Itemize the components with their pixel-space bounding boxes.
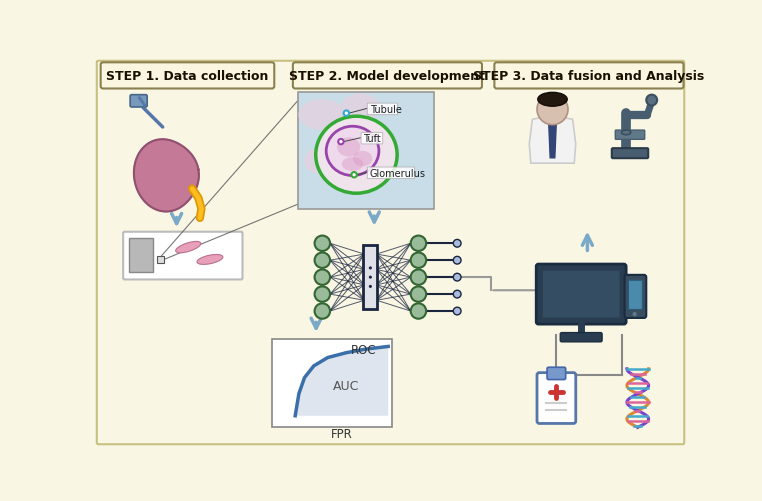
Ellipse shape: [337, 138, 360, 157]
Circle shape: [411, 304, 426, 319]
Circle shape: [369, 267, 372, 270]
FancyBboxPatch shape: [272, 339, 392, 427]
Circle shape: [315, 270, 330, 285]
FancyBboxPatch shape: [612, 149, 648, 159]
Bar: [130, 238, 152, 272]
FancyBboxPatch shape: [130, 96, 147, 108]
FancyBboxPatch shape: [101, 63, 274, 89]
FancyBboxPatch shape: [123, 232, 242, 280]
Circle shape: [632, 312, 637, 317]
Circle shape: [369, 285, 372, 289]
Circle shape: [344, 111, 349, 117]
Circle shape: [537, 95, 568, 125]
Ellipse shape: [326, 127, 379, 176]
Ellipse shape: [622, 131, 631, 135]
Circle shape: [411, 270, 426, 285]
Ellipse shape: [353, 152, 373, 167]
Text: STEP 1. Data collection: STEP 1. Data collection: [106, 70, 269, 83]
Circle shape: [315, 304, 330, 319]
Polygon shape: [134, 140, 199, 212]
FancyBboxPatch shape: [537, 373, 576, 424]
Text: Tuft: Tuft: [363, 134, 381, 144]
Text: Tubule: Tubule: [370, 105, 402, 115]
FancyBboxPatch shape: [560, 333, 602, 342]
FancyBboxPatch shape: [536, 265, 626, 325]
Text: STEP 3. Data fusion and Analysis: STEP 3. Data fusion and Analysis: [473, 70, 705, 83]
Circle shape: [453, 274, 461, 282]
Polygon shape: [549, 122, 556, 158]
Ellipse shape: [315, 117, 397, 194]
Bar: [157, 256, 165, 263]
FancyBboxPatch shape: [543, 271, 620, 318]
FancyBboxPatch shape: [367, 168, 415, 179]
Ellipse shape: [298, 100, 344, 131]
Circle shape: [411, 287, 426, 302]
Circle shape: [453, 240, 461, 247]
Circle shape: [315, 253, 330, 269]
Ellipse shape: [197, 255, 223, 265]
Circle shape: [338, 140, 344, 145]
Text: FPR: FPR: [331, 427, 353, 440]
Ellipse shape: [304, 148, 339, 175]
Ellipse shape: [538, 93, 567, 107]
FancyBboxPatch shape: [298, 92, 434, 209]
Ellipse shape: [354, 137, 397, 171]
Text: AUC: AUC: [333, 380, 360, 393]
Text: Glomerulus: Glomerulus: [370, 168, 426, 178]
Circle shape: [411, 236, 426, 252]
Ellipse shape: [341, 158, 363, 171]
Polygon shape: [295, 347, 388, 416]
Text: TPR: TPR: [276, 372, 289, 394]
Circle shape: [646, 96, 657, 106]
FancyBboxPatch shape: [629, 281, 642, 310]
Circle shape: [315, 236, 330, 252]
Ellipse shape: [341, 94, 379, 121]
FancyBboxPatch shape: [495, 63, 684, 89]
Text: STEP 2. Model development: STEP 2. Model development: [290, 70, 485, 83]
Circle shape: [315, 287, 330, 302]
Circle shape: [411, 253, 426, 269]
FancyBboxPatch shape: [361, 133, 383, 145]
FancyBboxPatch shape: [363, 245, 377, 310]
Ellipse shape: [176, 242, 201, 254]
Text: ROC: ROC: [351, 343, 376, 356]
Polygon shape: [530, 119, 576, 164]
FancyBboxPatch shape: [625, 275, 646, 318]
Circle shape: [453, 257, 461, 265]
FancyBboxPatch shape: [293, 63, 482, 89]
FancyBboxPatch shape: [547, 368, 565, 380]
Circle shape: [369, 276, 372, 279]
Circle shape: [453, 308, 461, 315]
Circle shape: [453, 291, 461, 298]
FancyBboxPatch shape: [97, 62, 684, 444]
FancyBboxPatch shape: [615, 131, 645, 140]
FancyBboxPatch shape: [367, 104, 398, 115]
Circle shape: [351, 173, 357, 178]
